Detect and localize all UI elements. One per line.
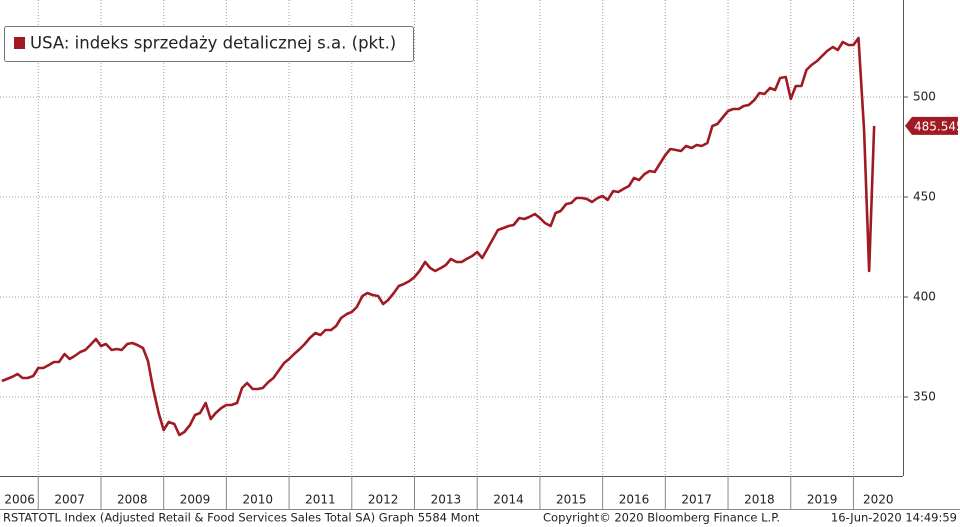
y-tick-label: 350 — [913, 390, 936, 404]
footer-timestamp: 16-Jun-2020 14:49:59 — [831, 511, 957, 525]
line-series — [1, 36, 876, 437]
x-tick-label: 2008 — [117, 493, 148, 507]
x-tick-label: 2013 — [431, 493, 462, 507]
last-value-marker: 485.545 — [905, 116, 960, 135]
last-value-box — [905, 116, 958, 135]
y-tick-label: 450 — [913, 190, 936, 204]
x-tick-label: 2016 — [619, 493, 650, 507]
footer-source: RSTATOTL Index (Adjusted Retail & Food S… — [3, 511, 480, 525]
x-tick-label: 2014 — [493, 493, 524, 507]
x-tick-label: 2019 — [807, 493, 838, 507]
x-tick-label: 2007 — [54, 493, 85, 507]
x-tick-label: 2010 — [242, 493, 273, 507]
y-tick-label: 400 — [913, 290, 936, 304]
footer-copyright: Copyright© 2020 Bloomberg Finance L.P. — [543, 511, 780, 525]
x-tick-label: 2018 — [744, 493, 775, 507]
x-tick-label: 2006 — [4, 493, 35, 507]
legend-swatch — [14, 37, 25, 49]
legend: USA: indeks sprzedaży detalicznej s.a. (… — [4, 26, 414, 62]
last-value-label: 485.545 — [914, 119, 960, 133]
x-tick-label: 2020 — [863, 493, 894, 507]
x-tick-label: 2011 — [305, 493, 336, 507]
x-tick-label: 2017 — [681, 493, 712, 507]
x-tick-label: 2015 — [556, 493, 587, 507]
x-tick-label: 2009 — [180, 493, 211, 507]
legend-label: USA: indeks sprzedaży detalicznej s.a. (… — [30, 34, 396, 53]
x-tick-label: 2012 — [368, 493, 399, 507]
legend-box — [4, 26, 414, 62]
y-tick-label: 500 — [913, 90, 936, 104]
